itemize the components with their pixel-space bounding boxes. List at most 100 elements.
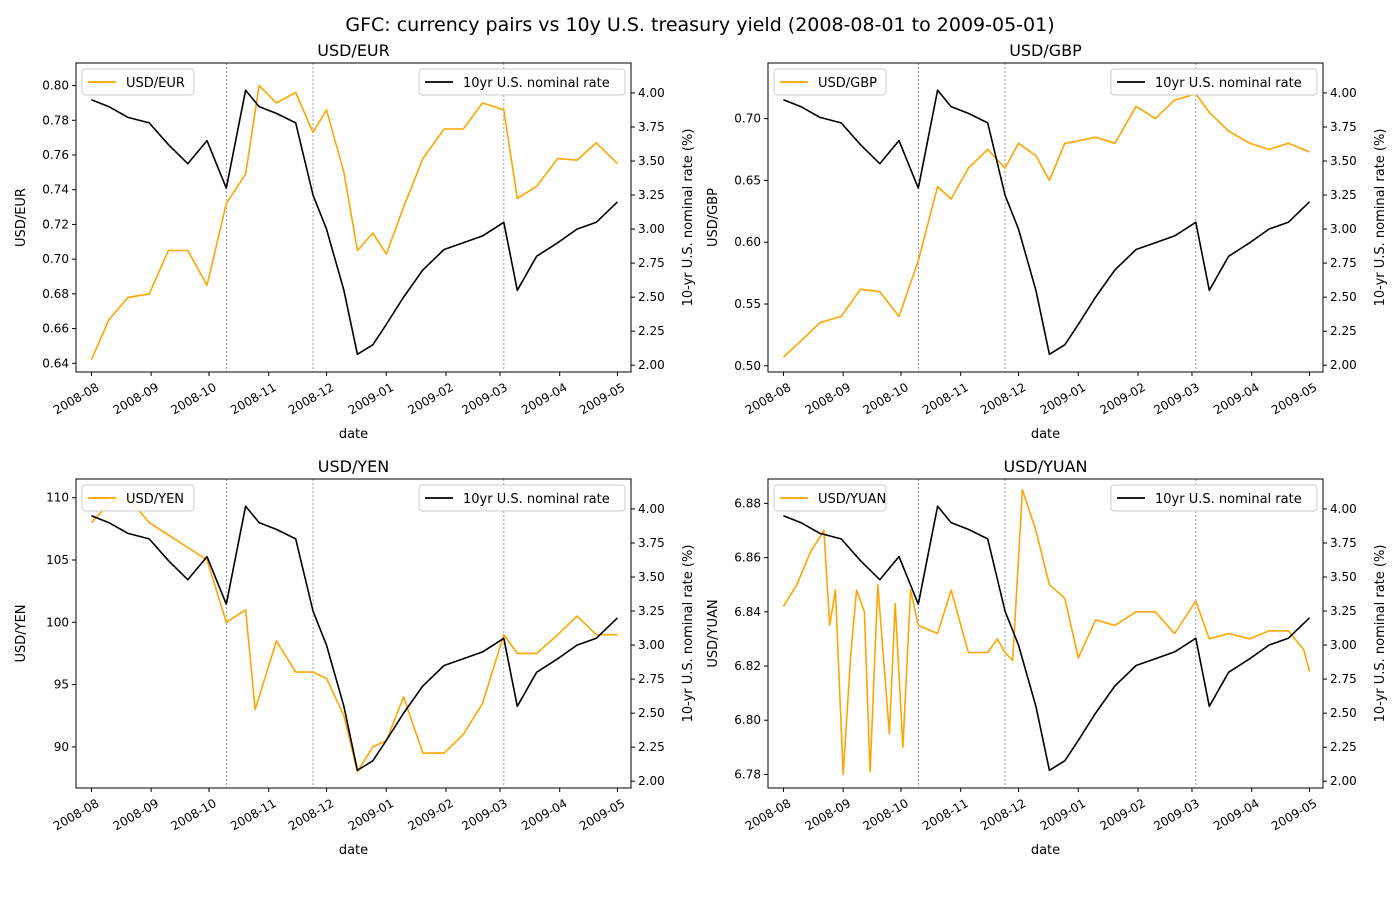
- y-tick-label: 0.70: [734, 112, 761, 126]
- legend-label: 10yr U.S. nominal rate: [463, 76, 610, 91]
- y2-tick-label: 3.50: [638, 570, 665, 584]
- subplot-title: USD/EUR: [317, 41, 390, 60]
- legend-rate: 10yr U.S. nominal rate: [418, 484, 626, 512]
- x-axis-label: date: [339, 843, 368, 858]
- y2-tick-label: 3.75: [638, 120, 665, 134]
- plot-frame: [75, 62, 632, 373]
- legend-box: [81, 68, 195, 96]
- legend-label: USD/YUAN: [818, 492, 886, 507]
- currency-series-line: [782, 488, 1311, 776]
- y2-tick-label: 3.75: [1330, 120, 1357, 134]
- legend-label: 10yr U.S. nominal rate: [463, 492, 610, 507]
- y2-tick-label: 3.00: [638, 222, 665, 236]
- rate-series-line: [783, 505, 1311, 772]
- legend-rate: 10yr U.S. nominal rate: [1110, 484, 1318, 512]
- legend-box: [1110, 68, 1318, 96]
- rate-series-line: [783, 89, 1311, 356]
- y-tick-label: 0.50: [734, 359, 761, 373]
- y-axis-label: USD/YEN: [14, 604, 29, 662]
- subplot-title: USD/YEN: [318, 457, 389, 476]
- x-tick-label: 2008-12: [978, 796, 1028, 833]
- x-tick-label: 2009-05: [1269, 796, 1319, 833]
- x-axis-label: date: [339, 427, 368, 442]
- legend-box: [773, 68, 887, 96]
- plot-frame: [767, 478, 1324, 789]
- y2-tick-label: 2.75: [638, 672, 665, 686]
- y2-tick-label: 3.25: [638, 604, 665, 618]
- y-tick-label: 6.78: [734, 767, 761, 781]
- y-tick-label: 0.65: [734, 173, 761, 187]
- y-tick-label: 6.82: [734, 659, 761, 673]
- y-tick-label: 110: [46, 491, 69, 505]
- y2-tick-label: 2.50: [638, 706, 665, 720]
- y-tick-label: 6.84: [734, 605, 761, 619]
- y2-axis-label: 10-yr U.S. nominal rate (%): [681, 129, 696, 307]
- y-tick-label: 0.68: [42, 287, 69, 301]
- y2-tick-label: 3.00: [638, 638, 665, 652]
- currency-series-line: [782, 93, 1310, 358]
- legend-currency: USD/YEN: [81, 484, 195, 512]
- plot-frame: [767, 62, 1324, 373]
- legend-label: 10yr U.S. nominal rate: [1155, 76, 1302, 91]
- plot-frame: [75, 478, 632, 789]
- legend-label: USD/YEN: [126, 492, 184, 507]
- x-axis-label: date: [1031, 843, 1060, 858]
- x-tick-label: 2009-03: [1151, 796, 1201, 833]
- legend-box: [418, 484, 626, 512]
- y2-tick-label: 3.25: [638, 188, 665, 202]
- y-axis-label: USD/GBP: [706, 188, 721, 247]
- legend-currency: USD/EUR: [81, 68, 195, 96]
- legend-box: [81, 484, 195, 512]
- y2-tick-label: 2.25: [638, 740, 665, 754]
- y2-tick-label: 2.25: [638, 324, 665, 338]
- y-tick-label: 0.72: [42, 217, 69, 231]
- legend-box: [1110, 484, 1318, 512]
- y-tick-label: 0.78: [42, 113, 69, 127]
- y2-tick-label: 3.00: [1330, 222, 1357, 236]
- y2-tick-label: 4.00: [1330, 502, 1357, 516]
- y2-tick-label: 2.25: [1330, 740, 1357, 754]
- legend-label: USD/GBP: [818, 76, 877, 91]
- y-tick-label: 0.64: [42, 356, 69, 370]
- x-tick-label: 2009-01: [1038, 796, 1088, 833]
- y2-axis-label: 10-yr U.S. nominal rate (%): [1373, 129, 1388, 307]
- currency-series-line: [90, 496, 618, 773]
- y2-tick-label: 3.75: [1330, 536, 1357, 550]
- y2-tick-label: 2.00: [638, 358, 665, 372]
- y2-tick-label: 2.00: [1330, 774, 1357, 788]
- y-tick-label: 6.86: [734, 551, 761, 565]
- y-tick-label: 0.70: [42, 252, 69, 266]
- y2-tick-label: 4.00: [638, 86, 665, 100]
- y2-tick-label: 3.50: [1330, 154, 1357, 168]
- x-tick-label: 2009-02: [1097, 796, 1147, 833]
- y-tick-label: 95: [54, 678, 69, 692]
- legend-currency: USD/GBP: [773, 68, 887, 96]
- x-tick-label: 2008-08: [743, 796, 793, 833]
- y2-tick-label: 2.00: [638, 774, 665, 788]
- legend-box: [773, 484, 887, 512]
- legend-label: USD/EUR: [126, 76, 185, 91]
- y-tick-label: 90: [54, 740, 69, 754]
- y2-tick-label: 2.75: [1330, 256, 1357, 270]
- y2-tick-label: 4.00: [638, 502, 665, 516]
- legend-rate: 10yr U.S. nominal rate: [1110, 68, 1318, 96]
- y-tick-label: 0.66: [42, 322, 69, 336]
- x-tick-label: 2008-09: [803, 796, 853, 833]
- subplot-title: USD/GBP: [1009, 41, 1082, 60]
- y-axis-label: USD/EUR: [14, 188, 29, 247]
- x-axis-label: date: [1031, 427, 1060, 442]
- legend-box: [418, 68, 626, 96]
- legend-rate: 10yr U.S. nominal rate: [418, 68, 626, 96]
- y2-tick-label: 2.75: [1330, 672, 1357, 686]
- y2-axis-label: 10-yr U.S. nominal rate (%): [681, 545, 696, 723]
- y-tick-label: 0.55: [734, 297, 761, 311]
- y2-tick-label: 2.50: [1330, 706, 1357, 720]
- y2-tick-label: 3.50: [638, 154, 665, 168]
- y2-tick-label: 3.25: [1330, 604, 1357, 618]
- rate-series-line: [91, 89, 619, 356]
- y-tick-label: 0.80: [42, 79, 69, 93]
